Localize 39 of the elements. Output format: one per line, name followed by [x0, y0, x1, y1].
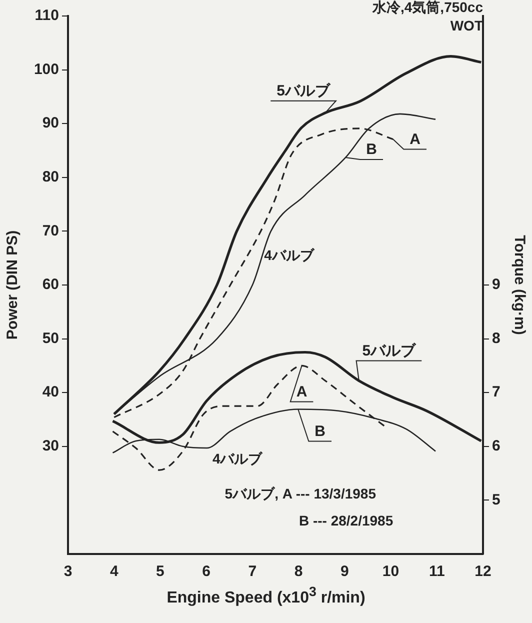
x-tick-label: 11	[428, 563, 445, 580]
y-tick-label: 60	[42, 276, 59, 294]
y-tick-label: 70	[42, 222, 59, 240]
y2-tick-label: 5	[492, 491, 500, 508]
annotation: 5バルブ, A --- 13/3/1985	[224, 486, 376, 502]
series-label: B	[366, 141, 378, 158]
y-tick-label: 100	[34, 60, 59, 78]
y2-tick-label: 8	[492, 330, 500, 347]
y2-tick-label: 6	[492, 438, 500, 455]
y-tick-label: 110	[34, 7, 59, 24]
y-tick-label: 50	[42, 330, 59, 347]
x-tick-label: 10	[382, 563, 400, 580]
y2-tick-label: 7	[492, 384, 500, 401]
x-axis-title: Engine Speed (x10$^{3}$ r/min)	[166, 584, 366, 608]
x-tick-label: 9	[340, 563, 349, 580]
x-tick-label: 6	[202, 563, 211, 580]
annotation: 4バルブ	[264, 246, 315, 263]
x-tick-label: 5	[156, 563, 164, 580]
y-tick-label: 40	[42, 384, 59, 401]
y2-axis-title: Torque (kg·m)	[510, 235, 528, 335]
x-tick-label: 12	[474, 563, 492, 580]
x-tick-label: 8	[294, 563, 303, 580]
x-tick-label: 3	[64, 563, 72, 580]
y-tick-label: 80	[42, 168, 59, 186]
y-tick-label: 90	[42, 114, 59, 132]
series-label: 5バルブ	[362, 342, 417, 360]
series-label: A	[296, 383, 308, 400]
annotation: B --- 28/2/1985	[298, 512, 394, 529]
annotation: WOT	[450, 18, 484, 34]
series-label: 5バルブ	[276, 82, 331, 100]
y2-tick-label: 9	[492, 276, 500, 294]
x-tick-label: 4	[110, 563, 119, 580]
annotation: 4バルブ	[212, 450, 264, 466]
series-label: A	[410, 130, 421, 148]
y-axis-title: Power (DIN PS)	[4, 230, 22, 340]
series-label: B	[314, 422, 326, 440]
y-tick-label: 30	[42, 438, 59, 455]
text: 水冷,4気筒,750cc	[372, 0, 484, 15]
x-tick-label: 7	[248, 563, 257, 580]
